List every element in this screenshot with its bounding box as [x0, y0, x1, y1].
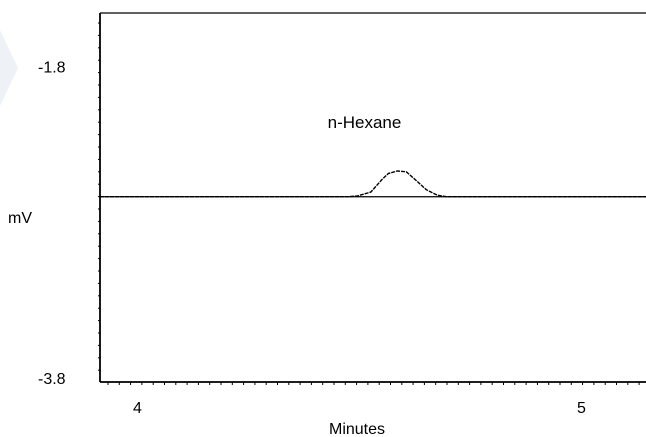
corner-decoration: [0, 30, 18, 106]
series-line-0: [100, 170, 646, 198]
x-tick-label: 5: [577, 400, 586, 417]
y-axis-label: mV: [8, 210, 32, 227]
y-tick-label: -3.8: [38, 371, 66, 388]
x-axis-label: Minutes: [329, 421, 385, 437]
peak-annotation: n-Hexane: [328, 113, 402, 132]
y-tick-label: -1.8: [38, 59, 66, 76]
x-tick-label: 4: [133, 400, 142, 417]
